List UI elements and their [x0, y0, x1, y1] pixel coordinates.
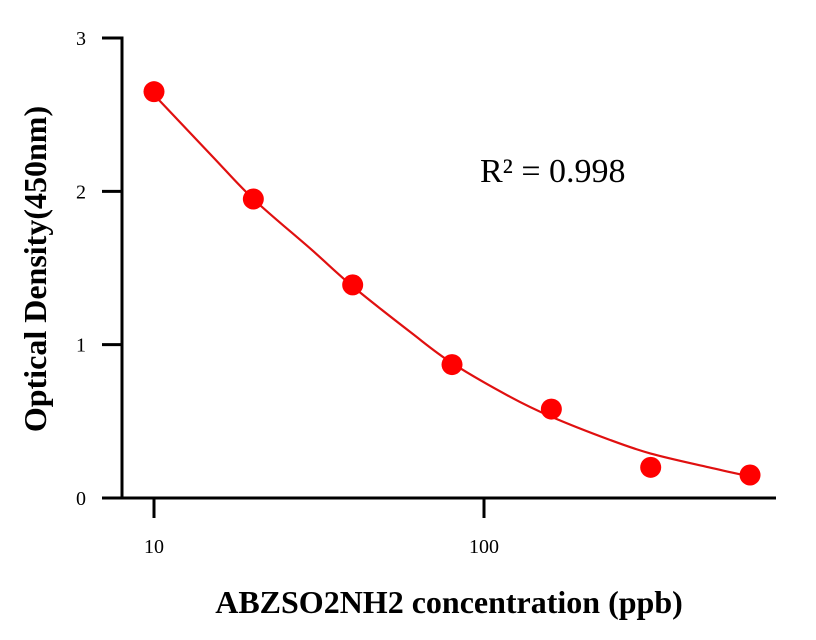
- y-tick-label: 0: [76, 488, 86, 510]
- data-point: [640, 456, 662, 478]
- x-ticks: 10 100: [144, 498, 499, 558]
- axes: [120, 36, 776, 500]
- data-point: [739, 464, 761, 486]
- x-tick-label: 100: [469, 536, 499, 558]
- y-tick-label: 2: [76, 181, 86, 203]
- y-ticks: 0 1 2 3: [76, 28, 122, 510]
- data-point: [342, 274, 364, 296]
- data-point: [540, 398, 562, 420]
- data-point: [143, 81, 165, 103]
- y-tick-label: 3: [76, 28, 86, 50]
- data-point: [242, 188, 264, 210]
- x-axis-title: ABZSO2NH2 concentration (ppb): [215, 584, 683, 620]
- r-squared-annotation: R² = 0.998: [480, 153, 626, 190]
- data-point: [441, 354, 463, 376]
- x-tick-label: 10: [144, 536, 164, 558]
- y-axis-title: Optical Density(450nm): [17, 106, 53, 432]
- fit-curve: [153, 93, 751, 478]
- y-tick-label: 1: [76, 335, 86, 357]
- data-points: [143, 81, 761, 486]
